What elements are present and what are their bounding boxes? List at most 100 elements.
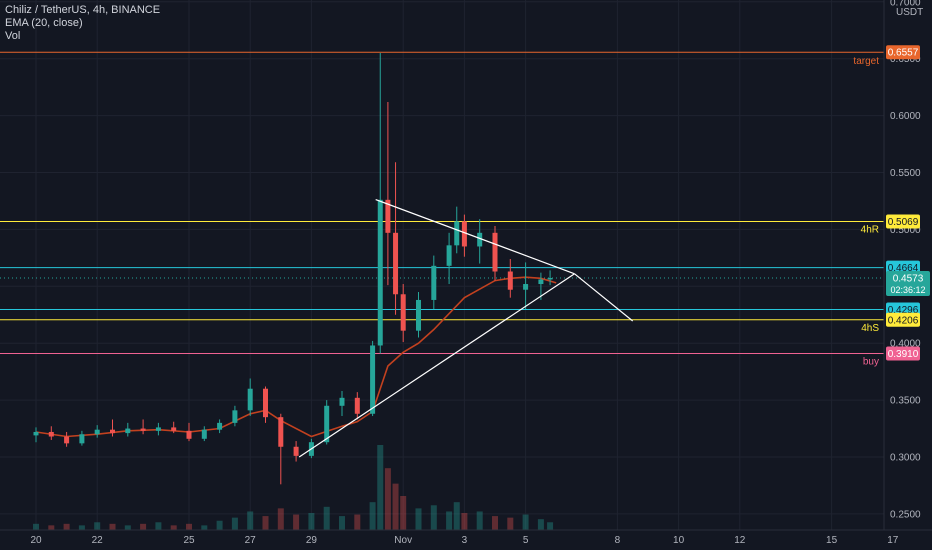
volume-bar bbox=[78, 525, 85, 530]
volume-bar bbox=[392, 483, 399, 530]
candle-body bbox=[547, 277, 553, 280]
time-tick-label: 17 bbox=[887, 535, 899, 546]
price-tick-label: 0.5500 bbox=[890, 168, 921, 179]
candle-body bbox=[79, 434, 85, 444]
candle bbox=[385, 101, 391, 286]
candle-body bbox=[416, 299, 421, 331]
candle bbox=[64, 431, 70, 447]
volume-legend: Vol bbox=[5, 30, 21, 42]
volume-bar bbox=[354, 514, 361, 530]
candle-body bbox=[247, 388, 253, 411]
candle-body bbox=[186, 430, 192, 439]
price-tick-label: 0.7000 bbox=[890, 0, 921, 8]
time-tick-label: 20 bbox=[30, 535, 42, 546]
price-tag-box bbox=[886, 312, 920, 327]
ema-legend: EMA (20, close) bbox=[5, 17, 83, 29]
time-tick-label: 22 bbox=[92, 535, 104, 546]
candle bbox=[547, 270, 553, 286]
candle bbox=[171, 421, 177, 434]
candle bbox=[354, 392, 360, 420]
candle bbox=[477, 219, 483, 264]
candle-body bbox=[64, 436, 70, 444]
volume-bar bbox=[547, 522, 554, 530]
candle bbox=[400, 284, 406, 343]
time-tick-label: 5 bbox=[523, 535, 529, 546]
price-tick-label: 0.5000 bbox=[890, 225, 921, 236]
candle bbox=[538, 272, 544, 300]
candle bbox=[232, 405, 238, 427]
last-price-text: 0.4573 bbox=[893, 273, 924, 284]
candle-body bbox=[477, 232, 483, 247]
candle-body bbox=[94, 429, 100, 435]
volume-bar bbox=[522, 514, 529, 530]
price-tick-label: 0.6500 bbox=[890, 54, 921, 65]
volume-bar bbox=[384, 468, 391, 530]
volume-bar bbox=[124, 525, 131, 530]
price-tag-text: 0.6557 bbox=[888, 48, 919, 59]
time-tick-label: 27 bbox=[245, 535, 257, 546]
candle-body bbox=[446, 245, 452, 266]
price-tag-box bbox=[886, 45, 920, 60]
volume-bar bbox=[293, 514, 300, 530]
candle bbox=[155, 422, 161, 436]
volume-bar bbox=[323, 506, 330, 530]
price-tag-box bbox=[886, 346, 920, 361]
volume-bar bbox=[201, 525, 208, 530]
candle bbox=[446, 232, 452, 285]
time-tick-label: 25 bbox=[183, 535, 195, 546]
time-tick-label: Nov bbox=[394, 535, 412, 546]
level-price-tag: 0.6557 bbox=[886, 45, 920, 60]
trendline bbox=[375, 199, 575, 275]
time-tick-label: 12 bbox=[734, 535, 746, 546]
volume-bar bbox=[415, 508, 422, 530]
candle bbox=[201, 426, 207, 442]
volume-bar bbox=[308, 513, 315, 530]
volume-bar bbox=[400, 496, 407, 530]
candle-body bbox=[324, 405, 330, 443]
candle-body bbox=[263, 388, 268, 418]
price-tag-box bbox=[886, 214, 920, 229]
time-tick-label: 3 bbox=[462, 535, 468, 546]
volume-bar bbox=[507, 517, 514, 530]
candle bbox=[431, 255, 437, 310]
candle bbox=[393, 162, 399, 315]
candle bbox=[247, 378, 253, 417]
candle-body bbox=[400, 294, 406, 331]
candle bbox=[110, 419, 115, 437]
price-tag-text: 0.4206 bbox=[888, 315, 919, 326]
candle-body bbox=[538, 279, 544, 285]
level-label: 4hR bbox=[861, 225, 879, 236]
price-tick-label: 0.6000 bbox=[890, 111, 921, 122]
candle bbox=[377, 53, 383, 354]
candle bbox=[48, 426, 54, 440]
level-label: buy bbox=[863, 356, 879, 367]
price-tick-label: 0.3500 bbox=[890, 396, 921, 407]
candle-body bbox=[492, 232, 498, 272]
volume-bar bbox=[231, 517, 238, 530]
candle bbox=[125, 422, 131, 437]
volume-bar bbox=[170, 525, 177, 530]
volume-bar bbox=[109, 523, 116, 530]
candle bbox=[293, 441, 299, 462]
price-tick-label: 0.4000 bbox=[890, 339, 921, 350]
volume-bar bbox=[377, 445, 384, 530]
trendlines bbox=[298, 199, 634, 458]
symbol-title: Chiliz / TetherUS, 4h, BINANCE bbox=[5, 4, 161, 16]
candle bbox=[492, 225, 498, 281]
candle bbox=[370, 340, 376, 417]
volume-bar bbox=[155, 522, 162, 530]
volume-bar bbox=[48, 525, 55, 530]
price-tag-text: 0.4664 bbox=[888, 263, 919, 274]
volume-bar bbox=[216, 520, 223, 530]
candle bbox=[186, 422, 192, 442]
candle bbox=[263, 386, 268, 423]
trendline bbox=[574, 273, 634, 322]
candle bbox=[416, 291, 421, 338]
candle-body bbox=[140, 428, 146, 431]
candle bbox=[94, 425, 100, 438]
volume-bar bbox=[63, 523, 70, 530]
trendline bbox=[298, 273, 575, 458]
